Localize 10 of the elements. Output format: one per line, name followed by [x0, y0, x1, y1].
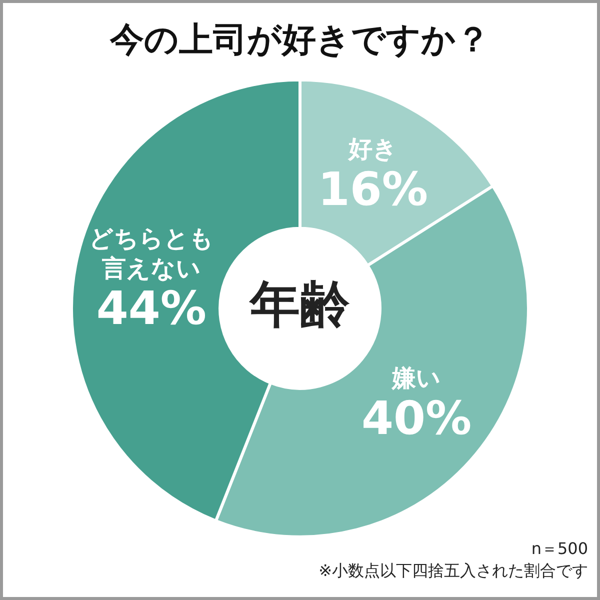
slice-label: 好き [347, 135, 398, 164]
chart-title: 今の上司が好きですか？ [109, 20, 490, 60]
data-label: 16% [318, 162, 428, 216]
data-label: 40% [362, 390, 472, 445]
slice-label: どちらとも言えない [88, 224, 214, 282]
data-label: 44% [96, 281, 206, 336]
text: ※小数点以下四捨五入された割合です [318, 561, 588, 580]
text: n＝500 [531, 539, 588, 558]
text: 年齢 [250, 275, 350, 334]
slice-label: 嫌い [391, 364, 442, 392]
